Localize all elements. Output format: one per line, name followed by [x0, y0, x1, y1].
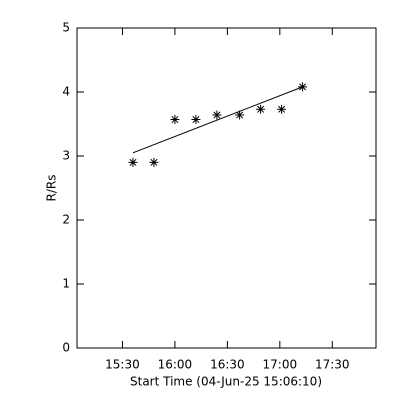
data-point [191, 115, 201, 125]
x-axis-label: Start Time (04-Jun-25 15:06:10) [130, 375, 322, 389]
y-tick-label: 1 [62, 277, 70, 291]
data-point [128, 157, 138, 167]
y-axis-label: R/Rs [45, 175, 59, 202]
plot-frame [76, 27, 377, 349]
x-tick-label: 17:30 [315, 358, 350, 372]
data-point [235, 110, 245, 120]
data-point [277, 104, 287, 114]
fit-line [132, 86, 303, 154]
y-tick-label: 5 [62, 21, 70, 35]
data-point [170, 115, 180, 125]
x-tick-label: 16:00 [158, 358, 193, 372]
data-point [149, 157, 159, 167]
data-point [256, 104, 266, 114]
x-tick-label: 17:00 [263, 358, 298, 372]
x-tick-label: 15:30 [105, 358, 140, 372]
y-tick-label: 4 [62, 85, 70, 99]
y-tick-label: 2 [62, 213, 70, 227]
data-point [212, 110, 222, 120]
y-tick-label: 0 [62, 341, 70, 355]
y-tick-label: 3 [62, 149, 70, 163]
x-tick-label: 16:30 [210, 358, 245, 372]
